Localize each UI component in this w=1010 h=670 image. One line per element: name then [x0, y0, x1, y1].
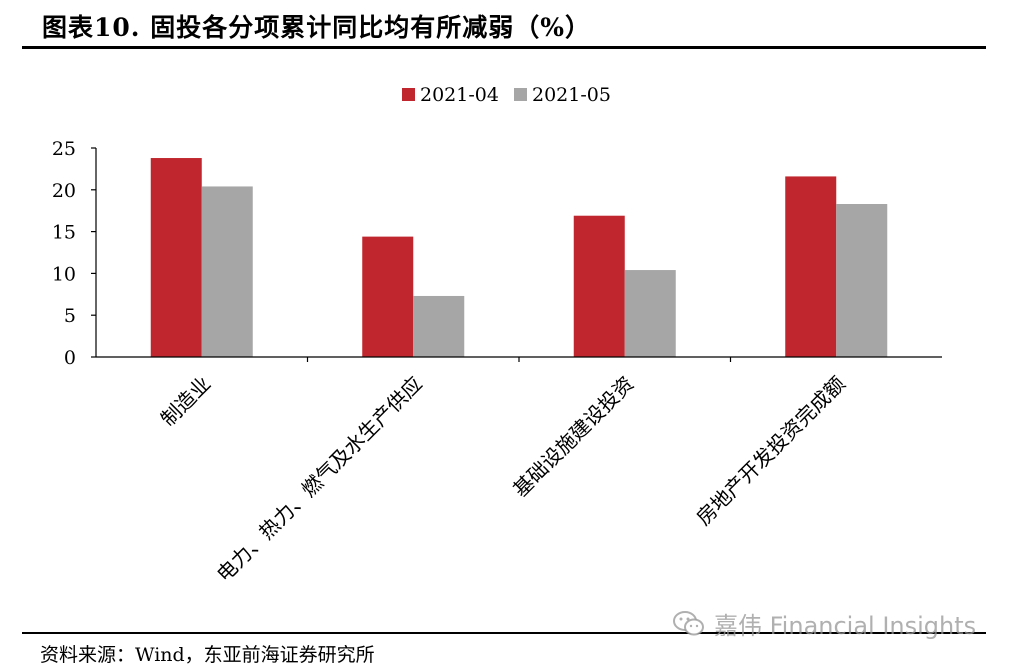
legend-swatch	[514, 88, 527, 101]
bar-2021-04-3	[785, 176, 837, 357]
x-category-label: 制造业	[156, 372, 215, 431]
footer-divider	[22, 632, 986, 634]
watermark-text: 嘉伟 Financial Insights	[714, 612, 977, 640]
chart-bars	[150, 158, 888, 357]
legend-swatch	[402, 88, 415, 101]
bar-2021-05-1	[413, 295, 465, 357]
chart-axes: 0 5 10 15 20 25	[52, 138, 942, 369]
watermark: 嘉伟 Financial Insights	[672, 606, 976, 641]
source-note: 资料来源：Wind，东亚前海证券研究所	[40, 644, 375, 666]
y-tick-label: 25	[52, 138, 76, 160]
x-category-label: 房地产开发投资完成额	[691, 372, 849, 530]
bar-2021-04-0	[150, 158, 202, 357]
wechat-icon	[673, 610, 704, 635]
bar-2021-05-0	[201, 186, 253, 357]
y-tick-label: 15	[52, 222, 76, 244]
x-category-label: 基础设施建设投资	[508, 372, 638, 502]
bar-2021-05-2	[624, 270, 676, 357]
y-tick-label: 10	[52, 263, 76, 285]
bar-2021-04-2	[573, 215, 625, 357]
bar-2021-04-1	[362, 236, 414, 357]
page-title: 图表10. 固投各分项累计同比均有所减弱（%）	[42, 13, 591, 42]
legend-label: 2021-05	[532, 84, 611, 106]
y-tick-label: 20	[52, 180, 76, 202]
x-category-label: 电力、热力、燃气及水生产供应	[212, 372, 427, 587]
title-divider	[22, 46, 986, 49]
bar-2021-05-3	[836, 204, 888, 357]
chart-legend: 2021-04 2021-05	[402, 84, 611, 106]
y-tick-label: 5	[64, 305, 76, 327]
y-tick-label: 0	[64, 347, 76, 369]
legend-label: 2021-04	[420, 84, 499, 106]
